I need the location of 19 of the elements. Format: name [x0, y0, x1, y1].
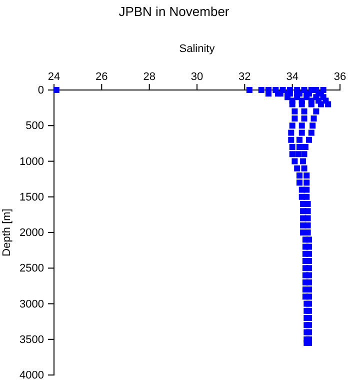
x-tick-label: 36: [334, 71, 346, 83]
x-tick-label: 24: [48, 71, 60, 83]
y-tick-label: 3500: [20, 334, 44, 346]
y-tick-label: 1000: [20, 156, 44, 168]
chart-title: JPBN in November: [118, 4, 230, 19]
y-tick-label: 2500: [20, 262, 44, 275]
y-tick-label: 0: [38, 84, 44, 97]
x-tick-label: 26: [96, 71, 108, 83]
y-axis-title: Depth [m]: [1, 208, 13, 256]
y-tick-label: 1500: [20, 191, 44, 204]
x-tick-label: 28: [143, 71, 156, 83]
x-axis-title: Salinity: [179, 43, 216, 55]
x-tick-label: 34: [286, 71, 298, 83]
x-tick-label: 30: [190, 71, 204, 83]
y-tick-label: 4000: [20, 370, 44, 382]
y-tick-label: 3000: [20, 298, 44, 310]
y-tick-label: 2000: [20, 227, 44, 240]
x-tick-label: 32: [238, 71, 251, 83]
y-tick-label: 500: [26, 120, 44, 132]
